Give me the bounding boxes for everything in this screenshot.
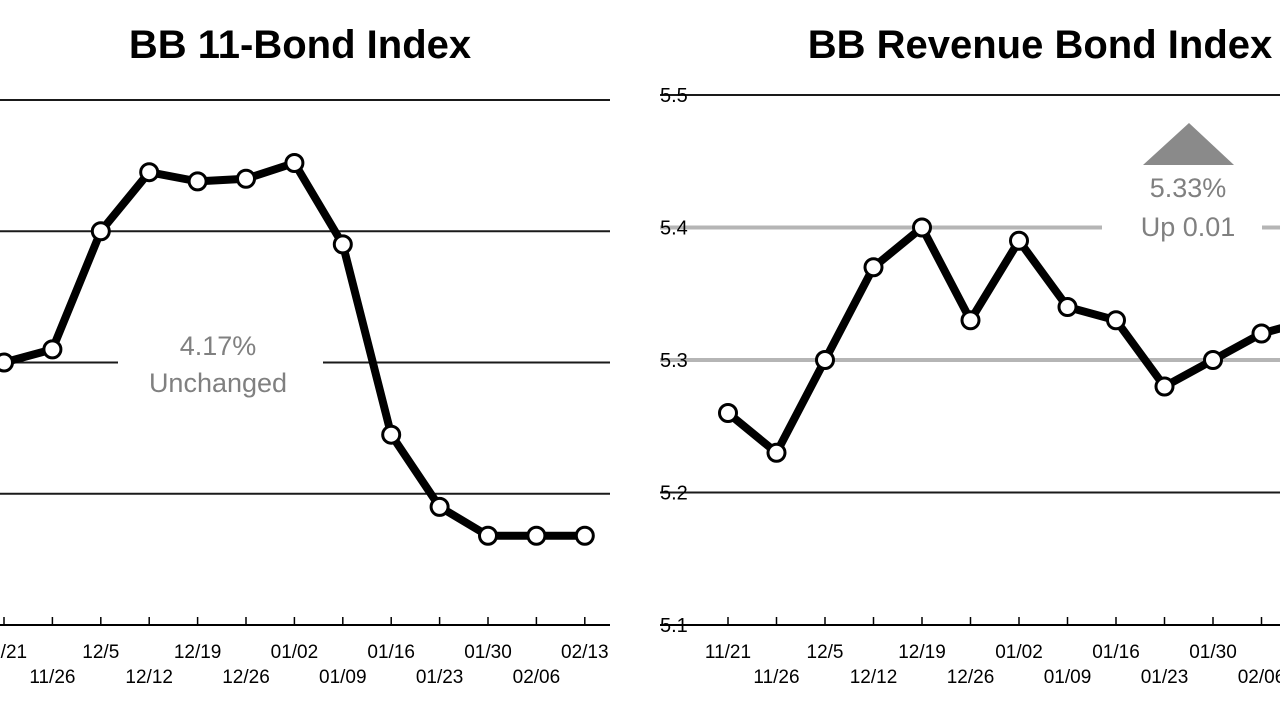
x-tick-label: 11/26 [753,667,799,688]
data-point [478,525,498,546]
y-tick-label: 5.5 [660,85,688,107]
data-point [574,525,595,546]
label-background [118,330,323,400]
x-tick-label: 11/26 [29,667,75,688]
data-series [0,153,595,546]
annotation-value: 4.17% [180,331,257,361]
x-tick-label: 01/16 [367,642,415,663]
x-tick-label: 01/23 [1141,667,1189,688]
data-point [1106,310,1126,331]
x-tick-label: 12/19 [174,642,222,663]
x-tick-label: 01/23 [416,667,464,688]
x-axis-ticks: 11/2111/2612/512/1212/1912/2601/0201/090… [0,617,609,688]
data-point [960,310,981,331]
bb-revenue-bond-index-chart: BB Revenue Bond Index 5.1 5.2 5.3 5.4 5.5 5.… [660,23,1280,688]
data-point [1009,230,1029,251]
data-point [526,525,547,546]
x-tick-label: 11/21 [705,642,751,663]
x-tick-label: 12/5 [82,642,119,663]
x-tick-label: 01/02 [271,642,319,663]
x-tick-label: 02/06 [513,667,561,688]
data-point [1154,376,1175,397]
x-tick-label: 12/12 [850,667,898,688]
x-tick-label: 01/02 [995,642,1043,663]
x-tick-label: 12/5 [807,642,844,663]
data-point [236,168,256,189]
x-tick-label: 01/30 [464,642,512,663]
bb-11-bond-index-chart: BB 11-Bond Index 4.17% Unchanged 11/2111… [0,23,610,688]
x-axis-ticks: 11/2111/2612/512/1212/1912/2601/0201/090… [705,617,1280,688]
data-point [718,403,738,423]
y-tick-label: 5.2 [660,483,688,505]
x-tick-label: 02/06 [1238,667,1280,688]
data-point [187,171,208,192]
annotation-change: Up 0.01 [1141,212,1236,242]
data-point [429,496,450,517]
x-tick-label: 02/13 [561,642,609,663]
y-axis-ticks: 5.1 5.2 5.3 5.4 5.5 [660,85,688,637]
data-point [912,217,932,238]
data-point [1203,350,1223,370]
data-point [381,424,402,445]
chart-title: BB 11-Bond Index [129,23,471,67]
data-point [863,257,884,278]
x-tick-label: 01/09 [1044,667,1092,688]
data-point [815,350,835,370]
data-point [139,162,160,183]
data-point [766,442,787,463]
up-arrow-icon [1143,123,1234,165]
annotation: 4.17% Unchanged [149,331,287,398]
data-point [1251,323,1272,344]
data-point [42,339,63,360]
data-point [284,153,305,173]
x-tick-label: 12/26 [947,667,995,688]
y-tick-label: 5.1 [660,615,688,637]
chart-title: BB Revenue Bond Index [808,23,1273,67]
x-tick-label: 12/19 [898,642,946,663]
y-tick-label: 5.3 [660,350,688,372]
data-point [90,221,111,242]
series-line [724,223,1280,457]
annotation-value: 5.33% [1150,173,1227,203]
annotation: 5.33% Up 0.01 [1141,123,1236,242]
x-tick-label: 11/21 [0,642,27,663]
data-series [718,217,1280,463]
data-point [1057,297,1078,317]
x-tick-label: 01/09 [319,667,367,688]
data-point [0,352,14,373]
x-tick-label: 12/12 [125,667,173,688]
x-tick-label: 01/30 [1189,642,1237,663]
data-point [332,234,353,255]
y-tick-label: 5.4 [660,218,688,240]
annotation-change: Unchanged [149,368,287,398]
x-tick-label: 12/26 [222,667,270,688]
x-tick-label: 01/16 [1092,642,1140,663]
